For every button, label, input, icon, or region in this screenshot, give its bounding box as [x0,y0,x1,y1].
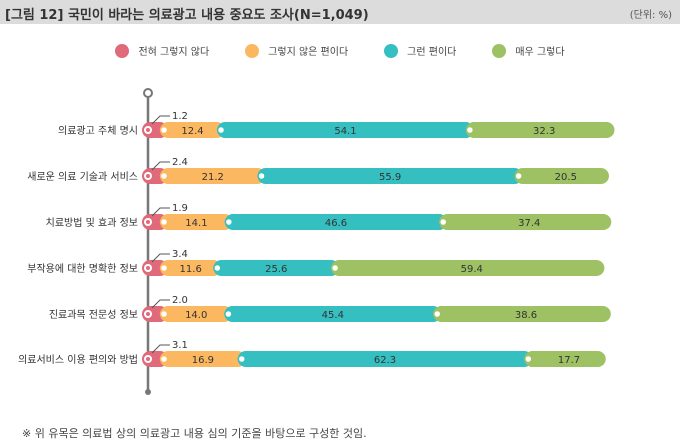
header-bar: [그림 12] 국민이 바라는 의료광고 내용 중요도 조사(N=1,049) … [0,0,680,24]
legend-label: 그런 편이다 [407,47,457,58]
segment-joint-marker [159,217,169,227]
bar-segment [433,306,611,322]
legend-item: 그렇지 않은 편이다 [245,43,348,58]
footnote: ※ 위 유목은 의료법 상의 의료광고 내용 심의 기준을 바탕으로 구성한 것… [22,427,367,440]
legend-label: 전혀 그렇지 않다 [138,47,210,58]
segment-joint-marker [159,263,169,273]
bar-segment [160,122,226,138]
legend-swatch [115,43,130,58]
data-label: 46.6 [325,218,347,229]
legend-swatch [492,43,507,58]
data-label: 12.4 [181,126,203,137]
axis-top-cap [143,88,153,98]
bar-segment [160,168,266,184]
data-label: 16.9 [192,355,214,366]
legend-item: 그런 편이다 [384,43,456,58]
bar-segment [213,260,340,276]
segment-joint-marker [159,125,169,135]
segment-joint-marker [432,309,442,319]
bar-start-marker-dot [146,266,150,270]
bar-segment [224,214,448,230]
category-label: 부작용에 대한 명확한 정보 [27,263,138,275]
legend-swatch [245,43,260,58]
bar-segment [160,260,222,276]
data-label: 45.4 [322,310,344,321]
data-label: 2.4 [172,157,188,168]
category-label: 치료방법 및 효과 정보 [46,217,138,229]
segment-joint-marker [524,354,533,364]
data-label: 55.9 [379,172,401,183]
bar-segment [514,168,609,184]
data-label: 21.2 [202,172,224,183]
leader-line [151,115,170,125]
segment-joint-marker [224,309,233,319]
data-label: 11.6 [180,264,202,275]
segment-joint-marker [257,171,266,181]
leader-line [151,253,170,263]
axis-bottom-cap [145,389,151,395]
data-label: 14.0 [185,310,207,321]
bar-segment [331,260,605,276]
segment-joint-marker [159,354,169,364]
legend-label: 그렇지 않은 편이다 [268,47,349,58]
bar-segment [237,351,533,367]
bar-start-marker-dot [146,174,150,178]
data-label: 20.5 [555,172,577,183]
chart-title: [그림 12] 국민이 바라는 의료광고 내용 중요도 조사(N=1,049) [5,8,369,23]
segment-joint-marker [213,263,222,273]
data-label: 1.2 [172,111,188,122]
bar-segment [257,168,523,184]
data-label: 54.1 [334,126,356,137]
data-label: 14.1 [185,218,207,229]
bar-segment [524,351,606,367]
bar-segment [224,306,442,322]
data-label: 25.6 [265,264,287,275]
legend: 전혀 그렇지 않다 그렇지 않은 편이다 그런 편이다 매우 그렇다 [0,43,680,58]
segment-joint-marker [465,125,475,135]
bar-segment [217,122,474,138]
category-label: 새로운 의료 기술과 서비스 [27,171,138,183]
segment-joint-marker [438,217,448,227]
leader-line [151,207,170,217]
category-label: 의료서비스 이용 편의와 방법 [18,354,138,366]
data-label: 59.4 [461,264,483,275]
bar-segment [160,351,246,367]
data-label: 37.4 [518,218,540,229]
bar-start-marker-dot [146,312,150,316]
bar-segment [160,306,233,322]
bar-start-marker-dot [146,357,150,361]
data-label: 3.1 [172,340,188,351]
segment-joint-marker [330,263,340,273]
legend-item: 매우 그렇다 [492,43,565,58]
unit-label: (단위: %) [629,10,672,21]
category-label: 의료광고 주체 명시 [58,125,138,137]
bar-segment [160,214,233,230]
segment-joint-marker [224,217,234,227]
legend-swatch [384,43,399,58]
data-label: 32.3 [533,126,555,137]
data-label: 62.3 [374,355,396,366]
leader-line [151,299,170,309]
segment-joint-marker [237,354,246,364]
bar-start-marker-dot [146,220,150,224]
segment-joint-marker [216,125,226,135]
leader-line [151,344,170,354]
legend-label: 매우 그렇다 [515,47,565,58]
legend-item: 전혀 그렇지 않다 [115,43,209,58]
segment-joint-marker [159,309,169,319]
segment-joint-marker [159,171,169,181]
data-label: 2.0 [172,295,188,306]
bar-segment [465,122,615,138]
data-label: 3.4 [172,249,188,260]
segment-joint-marker [514,171,523,181]
data-label: 1.9 [172,203,188,214]
bar-segment [439,214,612,230]
category-label: 진료과목 전문성 정보 [49,309,138,321]
data-label: 17.7 [558,355,580,366]
leader-line [151,161,170,171]
data-label: 38.6 [515,310,537,321]
bar-start-marker-dot [146,128,150,132]
